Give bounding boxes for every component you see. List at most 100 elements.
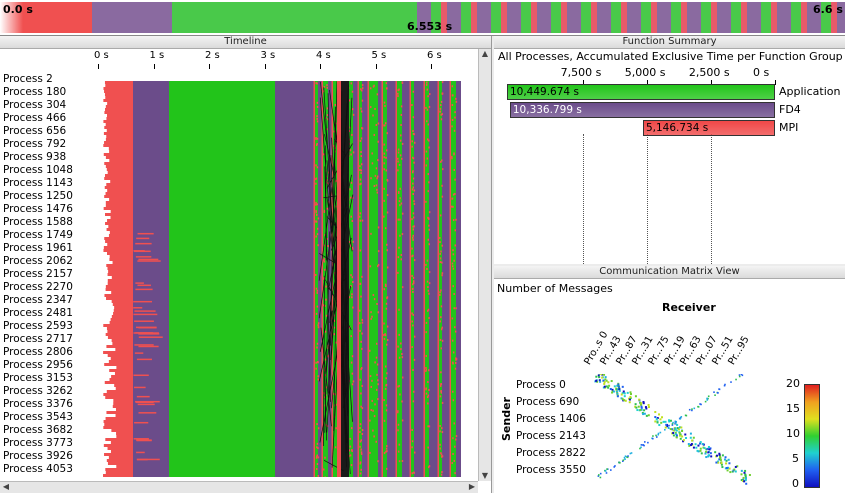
process-label: Process 466 bbox=[3, 112, 67, 124]
mpi-dot bbox=[452, 219, 455, 222]
start-edge bbox=[101, 444, 104, 447]
overview-end-time: 6.6 s bbox=[813, 3, 843, 16]
function-bar-mpi[interactable]: 5,146.734 s bbox=[642, 120, 775, 136]
mpi-dot bbox=[374, 174, 377, 177]
mpi-dot bbox=[385, 404, 388, 407]
mpi-dot bbox=[411, 156, 414, 159]
function-axis-label: 2,500 s bbox=[688, 66, 730, 79]
mpi-dot bbox=[383, 452, 386, 455]
overview-timeline[interactable]: 0.0 s 6.553 s 6.6 s bbox=[0, 0, 845, 36]
start-edge bbox=[101, 168, 107, 171]
mpi-dot bbox=[400, 105, 403, 108]
matrix-cell bbox=[626, 456, 629, 459]
mpi-trace bbox=[138, 258, 159, 261]
matrix-cell bbox=[603, 381, 606, 384]
mpi-dot bbox=[428, 292, 430, 295]
scroll-down-icon[interactable]: ▼ bbox=[481, 471, 489, 480]
matrix-cell bbox=[664, 428, 666, 431]
communication-matrix[interactable] bbox=[594, 374, 754, 486]
process-label: Process 938 bbox=[3, 151, 67, 163]
mpi-dot bbox=[428, 217, 430, 220]
function-bar-application[interactable]: 10,449.674 s bbox=[506, 84, 775, 100]
mpi-dot bbox=[352, 380, 355, 383]
mpi-dot bbox=[426, 309, 429, 312]
mpi-trace bbox=[135, 288, 153, 291]
start-edge bbox=[101, 156, 106, 159]
message-line bbox=[320, 327, 332, 427]
mpi-dot bbox=[425, 263, 427, 266]
scroll-right-icon[interactable]: ▶ bbox=[468, 482, 476, 491]
mpi-dot bbox=[453, 307, 455, 310]
timeline-tick-label: 2 s bbox=[205, 50, 220, 61]
mpi-dot bbox=[411, 145, 413, 148]
start-edge bbox=[101, 120, 104, 123]
matrix-cell bbox=[731, 470, 734, 473]
matrix-cell bbox=[679, 418, 682, 420]
mpi-dot bbox=[316, 213, 318, 216]
matrix-cell bbox=[656, 421, 659, 424]
mpi-dot bbox=[452, 362, 454, 365]
start-edge bbox=[101, 363, 105, 366]
mpi-trace bbox=[137, 232, 154, 235]
matrix-cell bbox=[611, 391, 614, 394]
process-label: Process 2717 bbox=[3, 333, 73, 345]
mpi-dot bbox=[370, 317, 372, 320]
mpi-dot bbox=[371, 379, 373, 382]
mpi-dot bbox=[376, 373, 378, 376]
matrix-cell bbox=[699, 403, 701, 405]
mpi-dot bbox=[412, 282, 415, 285]
mpi-dot bbox=[454, 111, 456, 114]
scroll-up-icon[interactable]: ▲ bbox=[481, 49, 489, 58]
start-edge bbox=[101, 105, 106, 108]
timeline-horizontal-scrollbar[interactable]: ◀ ▶ bbox=[0, 481, 478, 493]
mpi-dot bbox=[441, 244, 443, 247]
matrix-cell bbox=[696, 449, 699, 452]
matrix-cell bbox=[687, 443, 690, 446]
start-edge bbox=[101, 417, 106, 420]
matrix-cell bbox=[740, 374, 743, 376]
sender-label: Process 1406 bbox=[516, 413, 586, 425]
timeline-chart[interactable] bbox=[101, 81, 461, 477]
mpi-dot bbox=[440, 316, 442, 319]
timeline-vertical-scrollbar[interactable]: ▲ ▼ bbox=[478, 49, 491, 481]
mpi-dot bbox=[440, 305, 443, 308]
process-label: Process 792 bbox=[3, 138, 67, 150]
mpi-dot bbox=[316, 227, 319, 230]
message-line bbox=[319, 286, 352, 443]
timeline-panel: Timeline 0 s 1 s 2 s 3 s 4 s 5 s 6 s Process 2… bbox=[0, 36, 492, 493]
mpi-dot bbox=[361, 429, 364, 432]
mpi-dot bbox=[359, 462, 362, 465]
scroll-left-icon[interactable]: ◀ bbox=[2, 482, 10, 491]
timeline-tick-label: 5 s bbox=[371, 50, 387, 61]
matrix-cell bbox=[658, 413, 661, 416]
mpi-dot bbox=[351, 133, 353, 136]
mpi-dot bbox=[369, 265, 372, 268]
matrix-cell bbox=[612, 390, 615, 393]
matrix-cell bbox=[699, 449, 702, 452]
function-bar-fd4[interactable]: 10,336.799 s bbox=[509, 102, 775, 118]
timeline-tick-mark bbox=[320, 64, 321, 69]
mpi-dot bbox=[326, 182, 329, 185]
matrix-cell bbox=[667, 419, 670, 422]
matrix-cell bbox=[602, 379, 605, 382]
timeline-tick-label: 6 s bbox=[427, 50, 442, 61]
start-edge bbox=[101, 255, 110, 258]
mpi-dot bbox=[453, 168, 455, 171]
matrix-cell bbox=[730, 381, 732, 383]
mpi-dot bbox=[315, 203, 317, 206]
mpi-trace bbox=[138, 345, 159, 348]
mpi-dot bbox=[451, 262, 454, 265]
start-edge bbox=[101, 246, 104, 249]
mpi-dot bbox=[335, 427, 337, 430]
mpi-dot bbox=[315, 220, 317, 223]
mpi-dot bbox=[377, 383, 379, 386]
start-edge bbox=[101, 429, 112, 432]
process-label: Process 180 bbox=[3, 86, 67, 98]
start-edge bbox=[101, 441, 111, 444]
communication-matrix-panel: Communication Matrix View Number of Mess… bbox=[494, 266, 845, 493]
mpi-dot bbox=[334, 446, 337, 449]
matrix-cell bbox=[599, 380, 602, 383]
start-edge bbox=[101, 123, 106, 126]
start-edge bbox=[101, 249, 104, 252]
matrix-cell bbox=[658, 424, 661, 427]
